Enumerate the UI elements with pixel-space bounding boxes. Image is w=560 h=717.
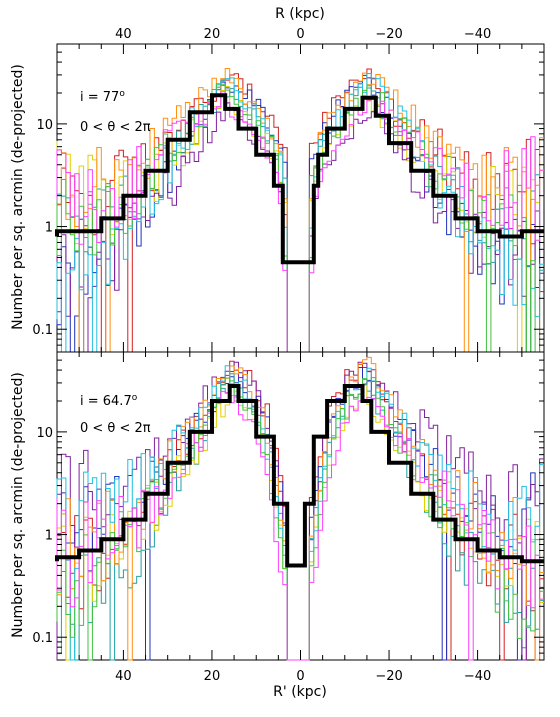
x-tick-label: 40: [115, 669, 132, 684]
bottom-annotation-inclination: i = 64.7o: [80, 393, 138, 409]
top-mean-profile: [55, 93, 544, 265]
top-annotation-theta: 0 < θ < 2π: [80, 120, 151, 135]
top-panel: 40 20 0 −20 −40 0.1 1 10 i = 77o 0 < θ < 2π R (…: [32, 6, 545, 353]
overlay-histogram-6: [56, 68, 544, 353]
y-tick-label: 10: [36, 426, 53, 441]
overlay-histogram-2: [56, 367, 544, 661]
top-ticks: 40 20 0 −20 −40 0.1 1 10: [32, 27, 544, 353]
top-panel-frame: [56, 43, 545, 353]
x-tick-label: −40: [464, 669, 491, 684]
overlay-histogram-2: [56, 74, 544, 353]
x-tick-label: 0: [296, 669, 304, 684]
bottom-panel: 40 20 0 −20 −40 0.1 1 10 i = 64.7o 0 < θ < 2π R…: [32, 351, 545, 700]
top-annotation-inclination: i = 77o: [80, 89, 125, 105]
overlay-histogram-1: [56, 68, 544, 353]
y-tick-label: 0.1: [32, 631, 53, 646]
mean-profile-line: [55, 384, 544, 568]
bottom-ticks: 40 20 0 −20 −40 0.1 1 10: [32, 351, 544, 684]
bottom-mean-profile: [55, 384, 544, 568]
overlay-histogram-3: [56, 373, 544, 661]
y-tick-label: 0.1: [32, 323, 53, 338]
x-tick-label: −40: [464, 27, 491, 42]
x-tick-label: 20: [204, 27, 221, 42]
top-xlabel: R (kpc): [275, 6, 325, 22]
overlay-histogram-5: [56, 102, 544, 353]
x-tick-label: −20: [375, 669, 402, 684]
top-overlay-histograms: [56, 68, 544, 353]
bottom-annotation-theta: 0 < θ < 2π: [80, 421, 151, 436]
x-tick-label: −20: [375, 27, 402, 42]
mean-profile-line: [55, 93, 544, 265]
bottom-ylabel: Number per sq. arcmin (de-projected): [10, 372, 26, 638]
y-tick-label: 10: [36, 118, 53, 133]
x-tick-label: 40: [115, 27, 132, 42]
overlay-histogram-7: [56, 365, 544, 661]
bottom-xlabel: R' (kpc): [273, 684, 327, 700]
overlay-histogram-7: [56, 73, 544, 353]
x-tick-label: 0: [296, 27, 304, 42]
top-ylabel: Number per sq. arcmin (de-projected): [10, 64, 26, 330]
y-tick-label: 1: [45, 221, 53, 236]
y-tick-label: 1: [45, 529, 53, 544]
x-tick-label: 20: [204, 669, 221, 684]
